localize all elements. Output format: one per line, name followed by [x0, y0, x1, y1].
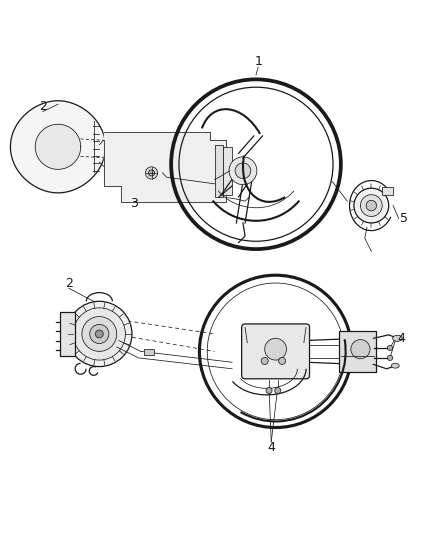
Bar [144, 349, 154, 355]
Bar [60, 312, 75, 356]
Circle shape [148, 170, 155, 176]
Circle shape [73, 308, 125, 360]
Circle shape [275, 387, 281, 393]
Ellipse shape [391, 364, 399, 368]
Circle shape [351, 340, 370, 359]
Circle shape [265, 338, 286, 360]
Bar [215, 144, 223, 197]
Circle shape [388, 356, 392, 360]
Polygon shape [11, 101, 106, 193]
Text: 3: 3 [130, 197, 138, 210]
Bar [382, 187, 393, 195]
FancyBboxPatch shape [242, 324, 310, 379]
Circle shape [145, 167, 158, 179]
Circle shape [67, 301, 132, 367]
Polygon shape [104, 132, 226, 202]
Circle shape [266, 387, 272, 393]
Circle shape [90, 325, 109, 344]
Circle shape [354, 188, 389, 223]
Text: 5: 5 [400, 212, 408, 225]
Bar [223, 147, 232, 195]
Bar [339, 331, 376, 372]
Text: 4: 4 [398, 332, 406, 345]
Circle shape [360, 195, 382, 216]
Text: 2: 2 [65, 277, 73, 289]
Circle shape [235, 163, 251, 179]
Circle shape [261, 358, 268, 365]
Circle shape [82, 317, 117, 351]
Text: 1: 1 [254, 55, 262, 68]
Circle shape [229, 157, 257, 184]
Polygon shape [35, 124, 81, 169]
Circle shape [366, 200, 377, 211]
Circle shape [388, 345, 392, 351]
Text: 4: 4 [267, 441, 275, 454]
Text: 2: 2 [39, 100, 47, 113]
Ellipse shape [392, 335, 402, 341]
Circle shape [95, 330, 103, 338]
Circle shape [279, 358, 286, 365]
